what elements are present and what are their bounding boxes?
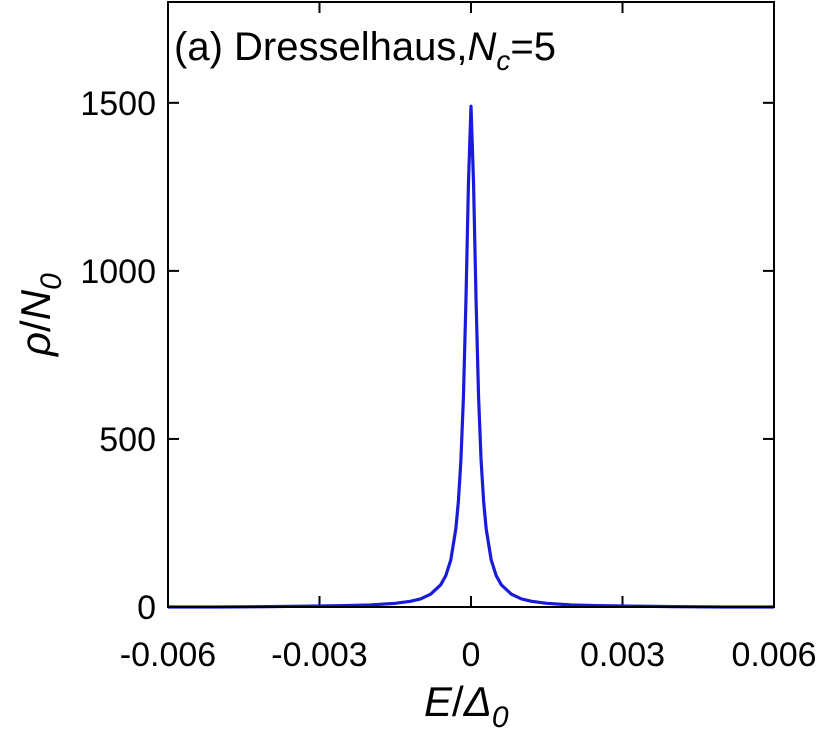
plot-frame [167, 1, 775, 608]
title-suffix: =5 [510, 25, 556, 69]
ylabel-var: ρ [12, 332, 59, 358]
ylabel-slash: / [12, 320, 59, 332]
xlabel-denom: Δ [463, 678, 492, 725]
x-tick-label-2: 0 [462, 636, 481, 674]
y-tick-label-2: 1000 [80, 253, 156, 291]
xlabel-slash: / [452, 678, 464, 725]
title-var: N [467, 25, 496, 69]
x-tick-label-4: 0.006 [731, 636, 816, 674]
y-tick-label-1: 500 [99, 421, 156, 459]
title-prefix: (a) Dresselhaus, [174, 25, 467, 69]
ticks-layer: -0.006 -0.003 0 0.003 0.006 0 500 1000 1500 [80, 2, 817, 674]
ylabel-denom: N [12, 289, 59, 320]
title-sub: c [496, 45, 510, 76]
series-line-dos [168, 104, 774, 609]
x-tick-label-3: 0.003 [580, 636, 665, 674]
y-tick-label-3: 1500 [80, 85, 156, 123]
x-tick-label-0: -0.006 [120, 636, 216, 674]
y-axis-label: ρ/N0 [12, 273, 68, 358]
y-tick-label-0: 0 [137, 589, 156, 627]
chart-title: (a) Dresselhaus,Nc=5 [174, 25, 556, 76]
ylabel-sub: 0 [35, 273, 68, 290]
xlabel-var: E [424, 678, 453, 725]
x-axis-label: E/Δ0 [424, 678, 509, 734]
xlabel-sub: 0 [492, 701, 509, 734]
x-tick-label-1: -0.003 [271, 636, 367, 674]
